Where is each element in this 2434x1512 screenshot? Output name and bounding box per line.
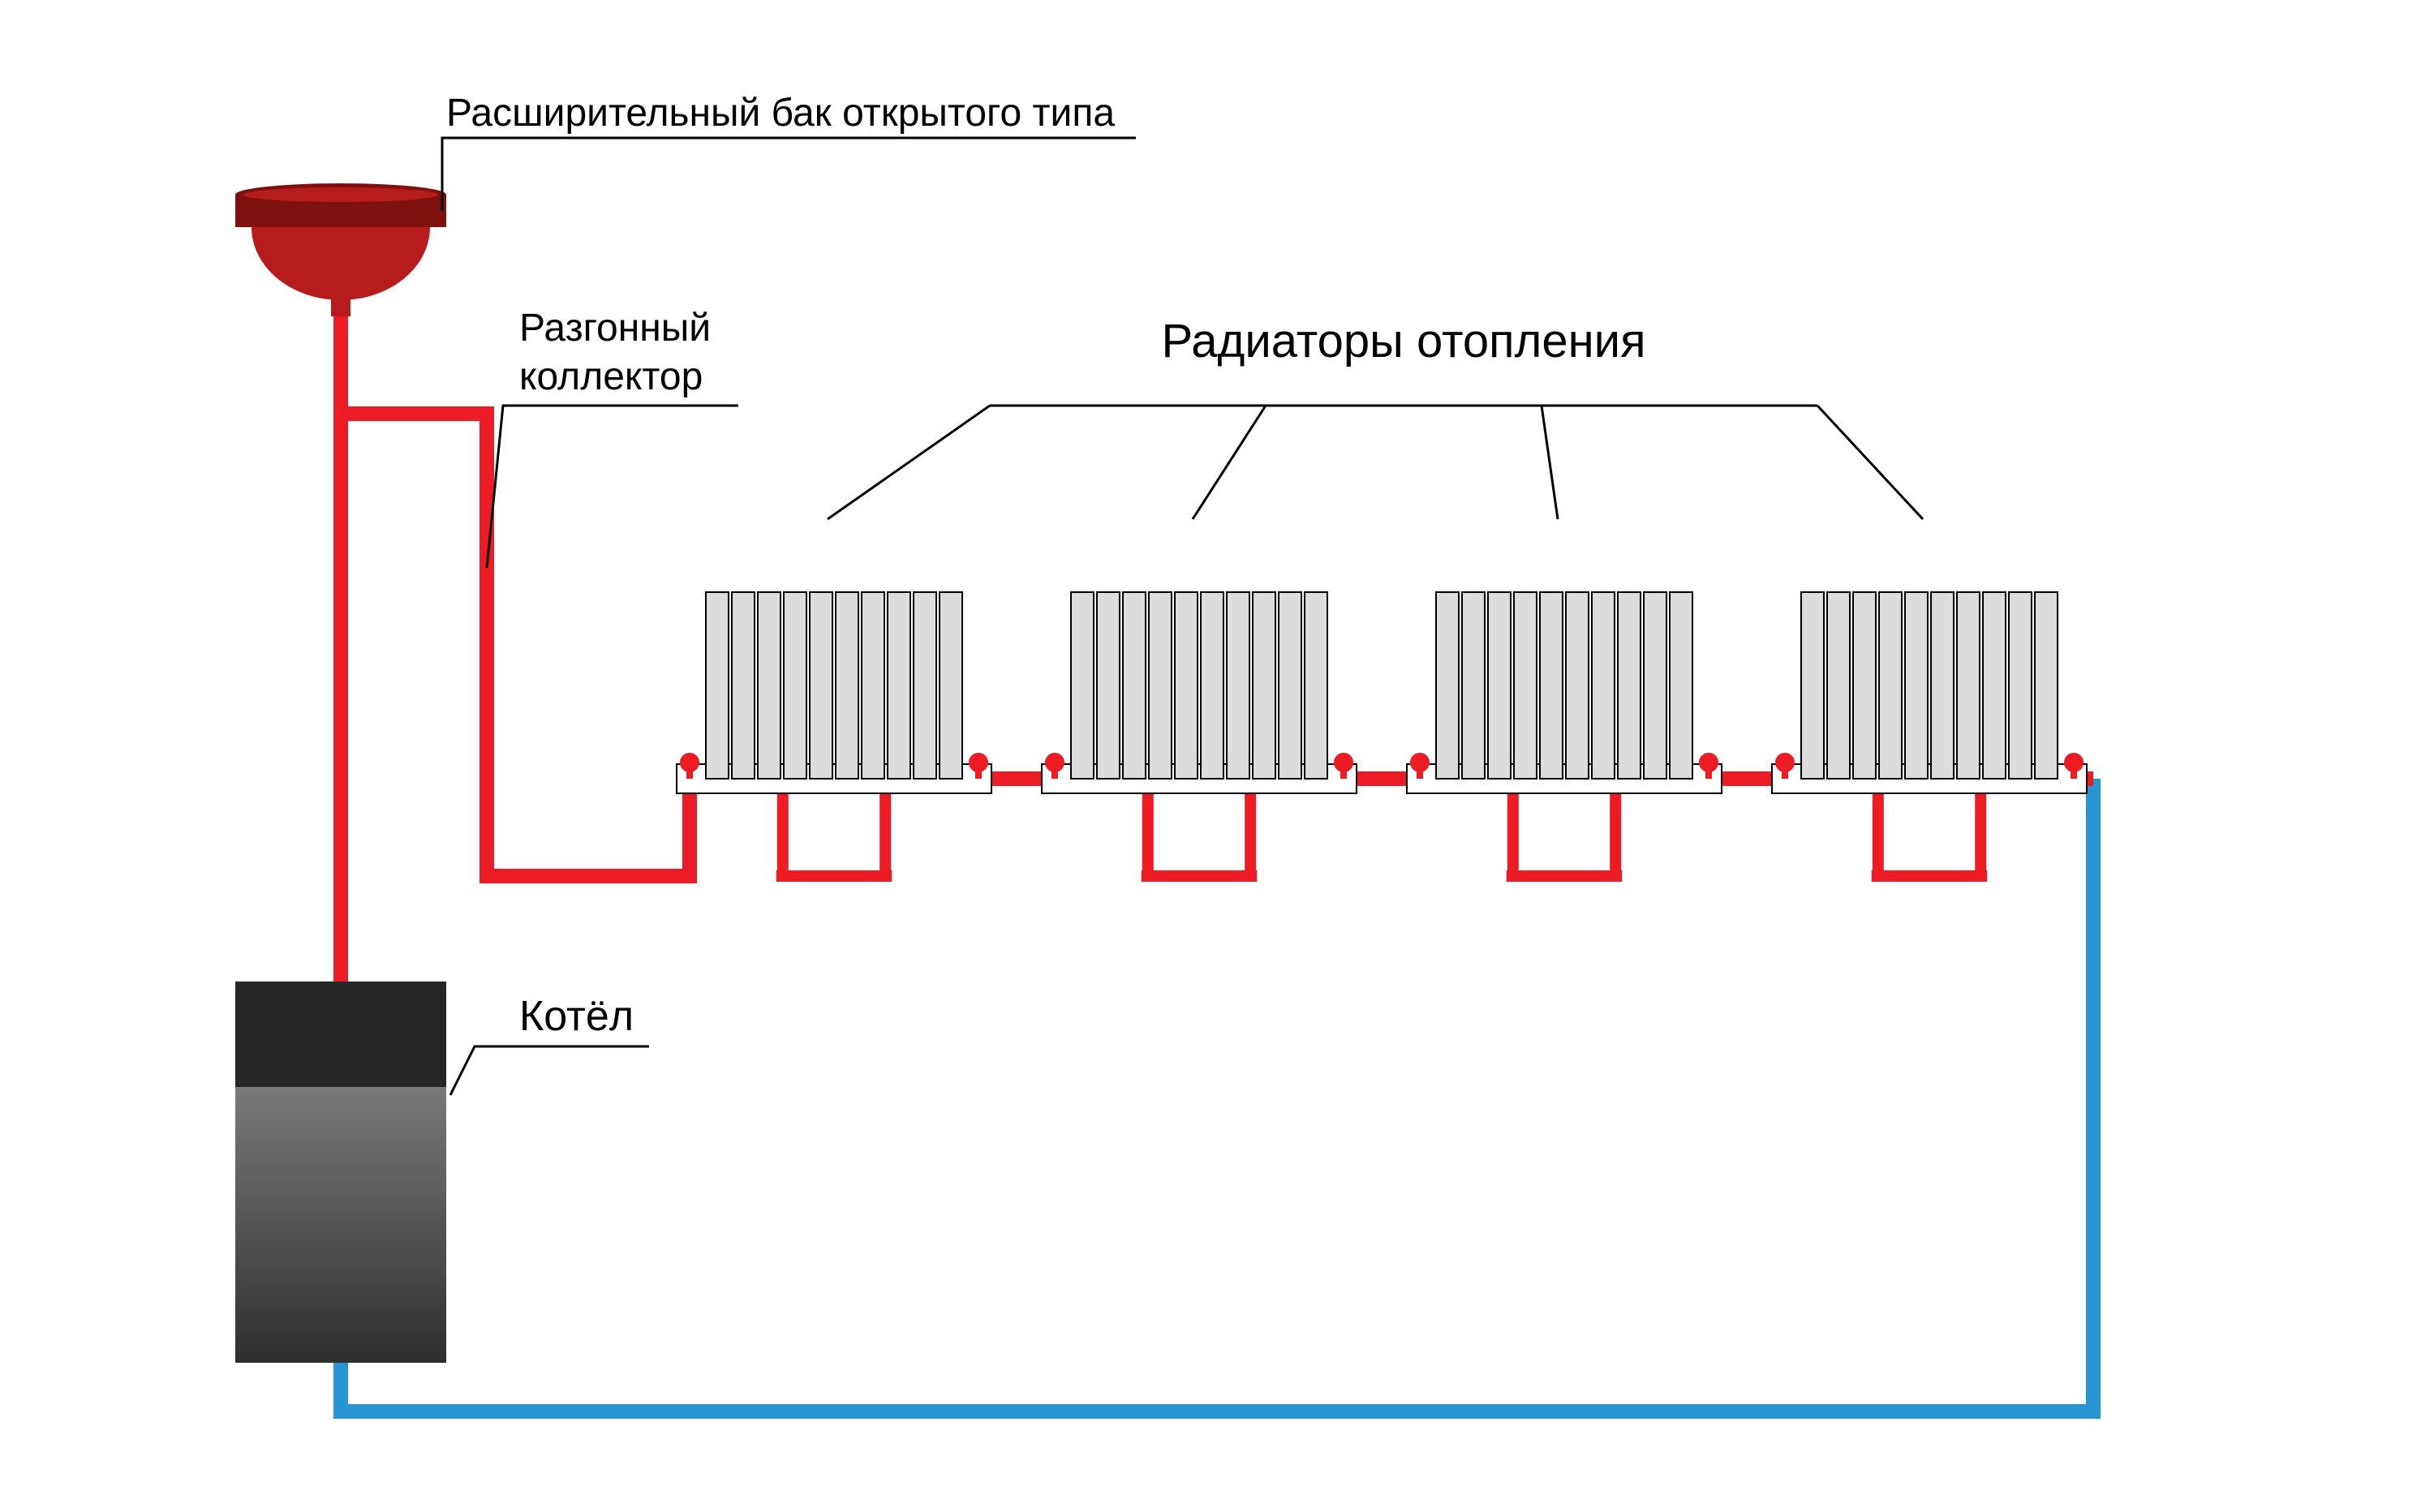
label-accel1: Разгонный [519,307,711,350]
label-tank: Расширительный бак открытого типа [446,92,1115,135]
label-accel2: коллектор [519,355,703,398]
label-boiler: Котёл [519,993,634,1040]
label-radiators: Радиаторы отопления [1162,315,1646,367]
boiler [235,982,446,1363]
